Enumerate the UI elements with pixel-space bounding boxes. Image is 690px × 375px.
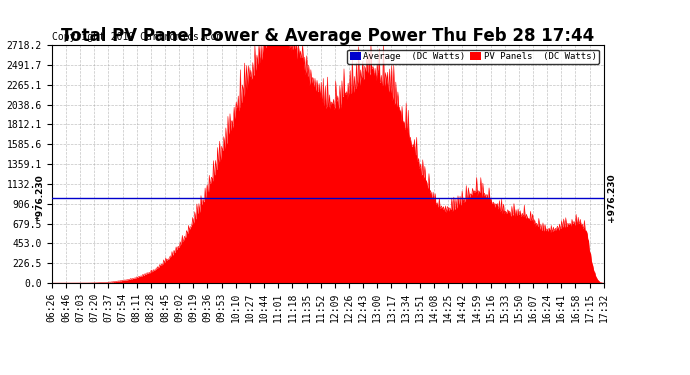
Text: *976.230: *976.230 <box>36 175 45 220</box>
Title: Total PV Panel Power & Average Power Thu Feb 28 17:44: Total PV Panel Power & Average Power Thu… <box>61 27 594 45</box>
Text: Copyright 2019 Cartronics.com: Copyright 2019 Cartronics.com <box>52 32 222 42</box>
Text: +976.230: +976.230 <box>607 173 615 222</box>
Legend: Average  (DC Watts), PV Panels  (DC Watts): Average (DC Watts), PV Panels (DC Watts) <box>347 50 599 64</box>
